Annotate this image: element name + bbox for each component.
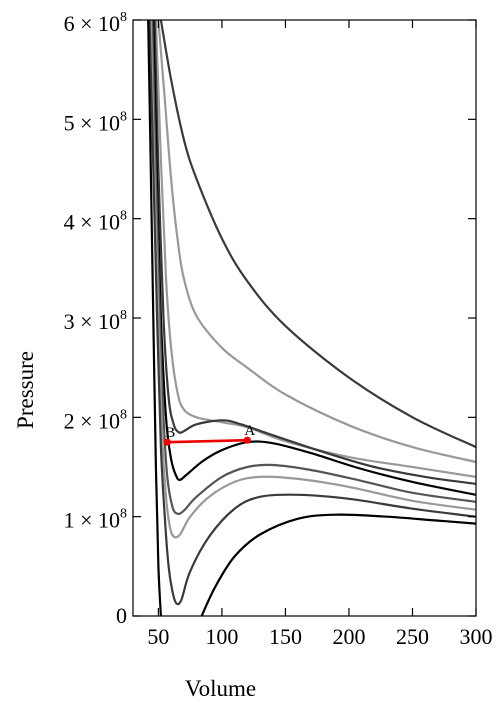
x-tick-label: 50 <box>147 624 169 649</box>
y-tick-label: 0 <box>116 603 127 628</box>
tie-point-a <box>243 436 251 444</box>
x-tick-label: 100 <box>205 624 238 649</box>
y-tick-label: 1 × 108 <box>64 507 127 533</box>
y-tick-label: 2 × 108 <box>64 407 127 433</box>
y-axis-label: Pressure <box>13 351 38 429</box>
isotherm-line-6 <box>151 20 476 515</box>
point-label-a: A <box>244 423 255 439</box>
isotherm-curves <box>147 20 476 616</box>
isotherm-line-9 <box>147 20 162 616</box>
isotherm-line-1 <box>159 20 476 449</box>
x-axis-label: Volume <box>185 676 256 701</box>
x-tick-label: 250 <box>396 624 429 649</box>
y-tick-label: 3 × 108 <box>64 308 127 334</box>
x-tick-label: 300 <box>460 624 493 649</box>
x-axis-ticks: 50 100 150 200 250 300 <box>147 20 493 649</box>
isotherm-line-7 <box>149 20 476 539</box>
y-tick-label: 5 × 108 <box>64 109 127 135</box>
isotherm-line-3 <box>154 20 476 478</box>
x-tick-label: 150 <box>269 624 302 649</box>
isotherm-line-2 <box>157 20 476 464</box>
tie-line <box>167 438 248 444</box>
point-label-b: B <box>165 425 175 441</box>
y-tick-label: 4 × 108 <box>64 209 127 235</box>
isotherm-line-4 <box>153 20 476 485</box>
isotherm-line-5 <box>152 20 476 496</box>
x-tick-label: 200 <box>332 624 365 649</box>
y-axis-ticks: 0 1 × 108 2 × 108 3 × 108 4 × 108 5 × 108 6 × … <box>64 10 476 628</box>
tie-point-b <box>163 438 171 446</box>
isotherm-line-8 <box>148 20 476 606</box>
y-tick-label: 6 × 108 <box>64 10 127 36</box>
isotherm-line-10 <box>200 513 476 616</box>
